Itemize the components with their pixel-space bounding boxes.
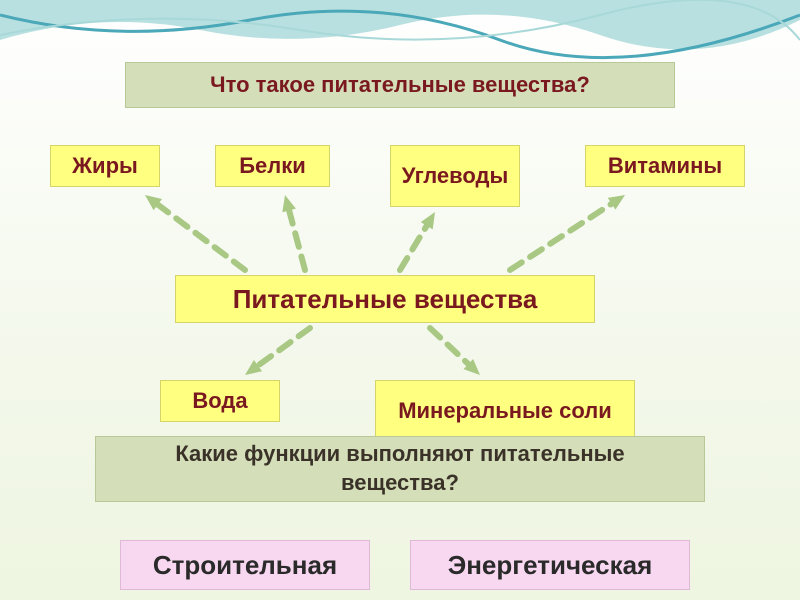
nutrient-minerals-label: Минеральные соли (398, 399, 612, 423)
function-energy-label: Энергетическая (448, 550, 653, 581)
function-energy: Энергетическая (410, 540, 690, 590)
center-nutrients: Питательные вещества (175, 275, 595, 323)
title-question: Что такое питательные вещества? (125, 62, 675, 108)
arrow-to-fats (158, 205, 245, 270)
nutrient-carbs: Углеводы (390, 145, 520, 207)
nutrient-fats: Жиры (50, 145, 160, 187)
arrowhead-to-water (245, 360, 262, 375)
arrow-to-water (258, 328, 310, 366)
functions-question-text: Какие функции выполняют питательные веще… (116, 440, 684, 497)
nutrient-minerals: Минеральные соли (375, 380, 635, 442)
arrow-to-proteins (289, 210, 305, 270)
nutrient-vitamins-label: Витамины (608, 153, 722, 179)
nutrient-proteins-label: Белки (239, 153, 306, 179)
nutrient-vitamins: Витамины (585, 145, 745, 187)
arrowhead-to-minerals (464, 359, 480, 375)
arrow-to-minerals (430, 328, 468, 364)
arrowhead-to-fats (145, 195, 162, 210)
functions-question: Какие функции выполняют питательные веще… (95, 436, 705, 502)
nutrient-proteins: Белки (215, 145, 330, 187)
function-structural-label: Строительная (153, 550, 337, 581)
nutrient-water-label: Вода (192, 388, 247, 414)
arrow-to-carbs (400, 226, 427, 270)
decorative-waves (0, 0, 800, 70)
nutrient-carbs-label: Углеводы (402, 164, 509, 188)
title-text: Что такое питательные вещества? (210, 72, 590, 98)
center-label: Питательные вещества (233, 284, 538, 315)
arrowhead-to-vitamins (608, 195, 625, 210)
arrowhead-to-proteins (282, 195, 296, 212)
arrow-to-vitamins (510, 204, 612, 270)
arrowhead-to-carbs (421, 212, 435, 229)
nutrient-water: Вода (160, 380, 280, 422)
function-structural: Строительная (120, 540, 370, 590)
nutrient-fats-label: Жиры (72, 153, 138, 179)
